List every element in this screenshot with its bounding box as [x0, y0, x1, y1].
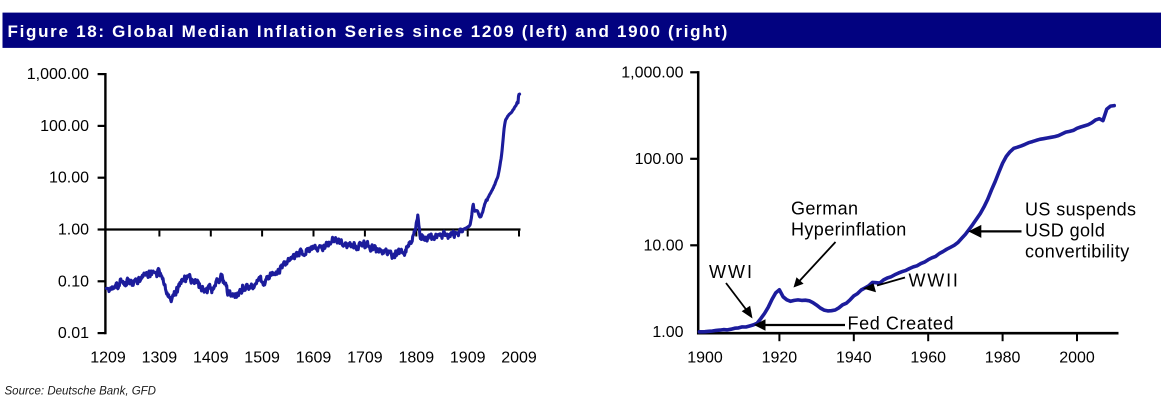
- svg-text:1509: 1509: [244, 350, 280, 367]
- svg-text:10.00: 10.00: [643, 238, 683, 255]
- svg-text:100.00: 100.00: [40, 118, 89, 135]
- svg-text:1960: 1960: [910, 350, 946, 367]
- svg-text:1.00: 1.00: [652, 324, 683, 341]
- svg-text:1309: 1309: [142, 350, 178, 367]
- svg-text:1.00: 1.00: [58, 222, 89, 239]
- svg-text:WWII: WWII: [909, 271, 960, 291]
- svg-text:1940: 1940: [836, 350, 872, 367]
- svg-text:1,000.00: 1,000.00: [27, 66, 89, 83]
- svg-text:1409: 1409: [193, 350, 229, 367]
- svg-text:1209: 1209: [90, 350, 126, 367]
- svg-text:10.00: 10.00: [49, 170, 89, 187]
- svg-text:1809: 1809: [399, 350, 435, 367]
- svg-text:1,000.00: 1,000.00: [621, 65, 683, 82]
- svg-text:2009: 2009: [501, 350, 537, 367]
- svg-text:Figure 18: Global Median Infla: Figure 18: Global Median Inflation Serie…: [8, 22, 730, 41]
- svg-text:0.10: 0.10: [58, 273, 89, 290]
- svg-text:1920: 1920: [762, 350, 798, 367]
- svg-text:0.01: 0.01: [58, 325, 89, 342]
- svg-text:1909: 1909: [450, 350, 486, 367]
- svg-text:1900: 1900: [687, 350, 723, 367]
- svg-text:1980: 1980: [985, 350, 1021, 367]
- svg-text:1709: 1709: [347, 350, 383, 367]
- svg-text:2000: 2000: [1059, 350, 1095, 367]
- svg-text:100.00: 100.00: [635, 151, 684, 168]
- svg-text:Source: Deutsche Bank, GFD: Source: Deutsche Bank, GFD: [5, 386, 156, 398]
- svg-text:German: German: [791, 199, 858, 219]
- svg-text:1609: 1609: [296, 350, 332, 367]
- svg-text:WWI: WWI: [709, 262, 754, 282]
- svg-text:Hyperinflation: Hyperinflation: [791, 220, 907, 240]
- svg-text:Fed Created: Fed Created: [848, 314, 955, 334]
